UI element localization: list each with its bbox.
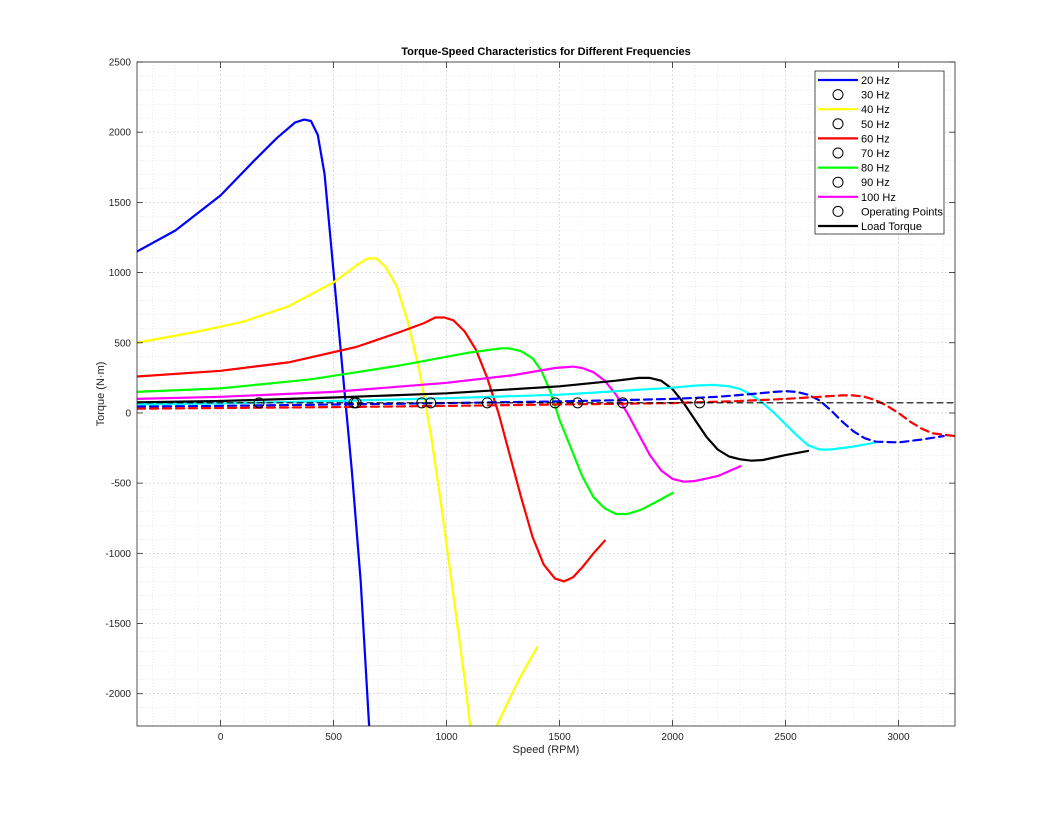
operating-point-marker bbox=[694, 397, 706, 409]
series-line bbox=[137, 383, 878, 451]
axes-box bbox=[136, 61, 956, 727]
series-line bbox=[495, 646, 539, 726]
y-axis-label: Torque (N·m) bbox=[95, 362, 107, 427]
operating-point-marker bbox=[253, 397, 265, 409]
x-tick-label: 3000 bbox=[887, 732, 910, 743]
y-tick-label: -1000 bbox=[105, 549, 131, 560]
legend-label: 80 Hz bbox=[861, 163, 890, 175]
series-line bbox=[137, 376, 810, 462]
series-line bbox=[137, 257, 472, 726]
legend-label: 60 Hz bbox=[861, 133, 890, 145]
operating-point-marker bbox=[416, 397, 428, 409]
x-tick-label: 0 bbox=[218, 732, 224, 743]
legend-circle-swatch bbox=[832, 118, 844, 130]
series-line bbox=[137, 394, 955, 438]
series-line bbox=[137, 118, 371, 726]
chart-title: Torque-Speed Characteristics for Differe… bbox=[401, 46, 691, 58]
y-tick-label: 1000 bbox=[109, 268, 132, 279]
y-tick-label: 500 bbox=[114, 338, 131, 349]
y-axis-ticks: -2000 -1500 -1000 -500 0 500 1000 1500 2000 2500 bbox=[105, 58, 955, 700]
legend-label: Operating Points bbox=[861, 206, 943, 218]
y-tick-label: 2500 bbox=[109, 58, 132, 69]
series-layer bbox=[137, 118, 955, 726]
legend-circle-swatch bbox=[832, 205, 844, 217]
legend-label: 90 Hz bbox=[861, 177, 890, 189]
x-tick-label: 2000 bbox=[661, 732, 684, 743]
y-tick-label: 2000 bbox=[109, 128, 132, 139]
operating-point-marker bbox=[572, 397, 584, 409]
operating-point-marker bbox=[348, 397, 360, 409]
y-tick-label: -1500 bbox=[105, 619, 131, 630]
y-tick-label: -2000 bbox=[105, 689, 131, 700]
operating-point-marker bbox=[549, 397, 561, 409]
legend-circle-swatch bbox=[832, 89, 844, 101]
legend-circle-swatch bbox=[832, 176, 844, 188]
x-tick-label: 1000 bbox=[435, 732, 458, 743]
y-tick-label: 0 bbox=[125, 408, 131, 419]
x-tick-label: 1500 bbox=[548, 732, 571, 743]
legend: 20 Hz 30 Hz 40 Hz 50 Hz 60 Hz 70 Hz 80 Hz 90 Hz… bbox=[814, 70, 945, 235]
operating-point-marker bbox=[425, 397, 437, 409]
y-tick-label: 1500 bbox=[109, 198, 132, 209]
legend-label: 40 Hz bbox=[861, 104, 890, 116]
legend-label: 100 Hz bbox=[861, 192, 896, 204]
x-tick-label: 2500 bbox=[774, 732, 797, 743]
legend-label: 50 Hz bbox=[861, 119, 890, 131]
x-axis-label: Speed (RPM) bbox=[513, 744, 580, 756]
series-line bbox=[137, 347, 674, 516]
legend-circle-swatch bbox=[832, 147, 844, 159]
operating-point-marker bbox=[617, 397, 629, 409]
x-tick-label: 500 bbox=[325, 732, 342, 743]
series-line bbox=[137, 365, 742, 483]
operating-points bbox=[253, 397, 706, 409]
legend-label: 20 Hz bbox=[861, 75, 890, 87]
legend-label: 30 Hz bbox=[861, 90, 890, 102]
y-tick-label: -500 bbox=[111, 479, 131, 490]
legend-label: 70 Hz bbox=[861, 148, 890, 160]
legend-items: 20 Hz 30 Hz 40 Hz 50 Hz 60 Hz 70 Hz 80 Hz 90 Hz… bbox=[818, 75, 943, 233]
operating-point-marker bbox=[481, 397, 493, 409]
series-line bbox=[137, 390, 945, 444]
x-axis-ticks: 0 500 1000 1500 2000 2500 3000 bbox=[218, 62, 910, 743]
legend-label: Load Torque bbox=[861, 221, 922, 233]
